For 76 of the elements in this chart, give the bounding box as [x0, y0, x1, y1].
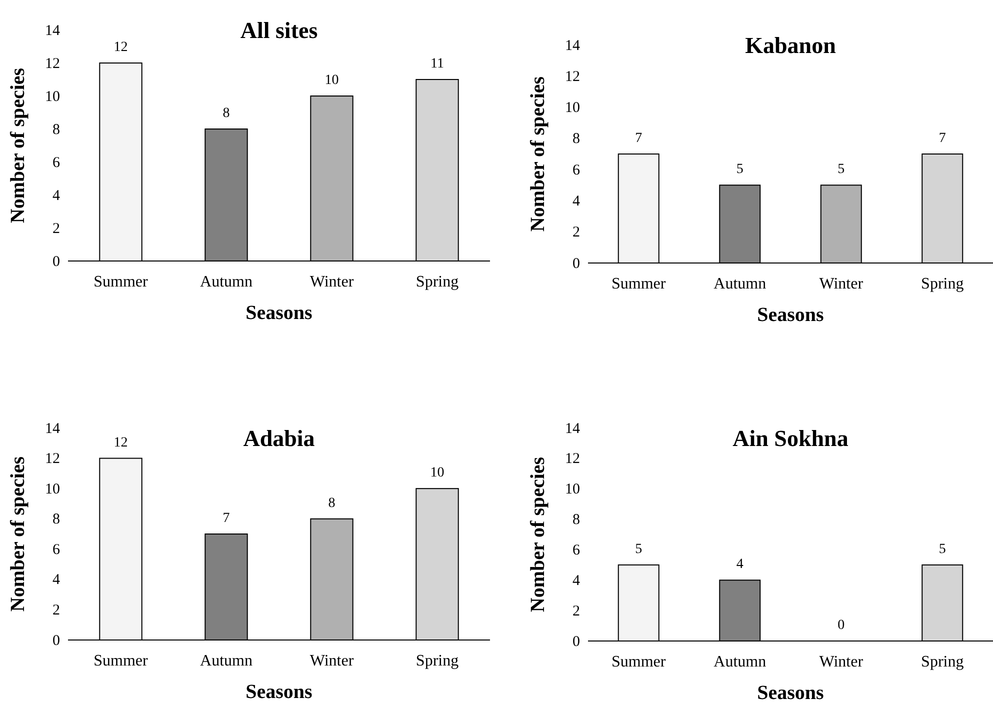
- y-tick-label: 4: [572, 572, 580, 589]
- x-axis-title: Seasons: [757, 304, 824, 326]
- y-tick-label: 10: [565, 482, 580, 498]
- data-label: 7: [222, 511, 230, 526]
- data-label: 5: [635, 542, 642, 557]
- y-tick-label: 8: [52, 512, 60, 528]
- chart-title: Adabia: [243, 426, 316, 451]
- x-tick-label: Autumn: [714, 275, 766, 292]
- x-tick-label: Spring: [921, 275, 964, 292]
- y-tick-label: 2: [52, 602, 60, 619]
- y-tick-label: 12: [45, 56, 60, 72]
- data-label: 7: [938, 131, 946, 146]
- data-label: 5: [736, 162, 744, 178]
- y-tick-label: 0: [52, 632, 60, 649]
- y-tick-label: 14: [45, 420, 60, 437]
- x-tick-label: Autumn: [200, 273, 252, 290]
- y-tick-label: 6: [52, 154, 60, 171]
- y-tick-label: 8: [52, 122, 60, 138]
- x-tick-label: Winter: [310, 273, 354, 290]
- y-tick-label: 10: [45, 88, 60, 105]
- data-label: 4: [736, 557, 744, 572]
- data-label: 10: [430, 466, 444, 481]
- y-tick-label: 6: [572, 162, 580, 178]
- y-tick-label: 8: [572, 512, 580, 528]
- x-tick-label: Autumn: [200, 652, 252, 670]
- x-tick-label: Summer: [612, 275, 666, 292]
- y-axis-title: Nomber of species: [527, 456, 549, 612]
- y-tick-label: 12: [45, 451, 60, 468]
- y-axis-title: Nomber of species: [7, 68, 29, 224]
- y-tick-label: 4: [52, 188, 60, 204]
- data-label: 0: [838, 618, 845, 633]
- y-tick-label: 12: [565, 451, 580, 468]
- y-tick-label: 2: [52, 220, 60, 237]
- data-label: 11: [430, 56, 444, 72]
- x-tick-label: Spring: [416, 273, 459, 290]
- data-label: 8: [328, 496, 336, 511]
- x-tick-label: Spring: [921, 653, 964, 670]
- y-tick-label: 12: [565, 68, 580, 85]
- x-axis-title: Seasons: [246, 681, 313, 703]
- data-label: 7: [635, 131, 642, 146]
- x-axis-title: Seasons: [246, 302, 313, 324]
- y-tick-label: 14: [565, 38, 580, 54]
- data-label: 5: [838, 162, 845, 178]
- data-label: 8: [222, 106, 230, 121]
- y-tick-label: 2: [572, 224, 580, 241]
- y-tick-label: 6: [572, 542, 580, 559]
- chart-title: All sites: [240, 18, 318, 43]
- data-label: 10: [324, 73, 339, 88]
- y-axis-title: Nomber of species: [527, 76, 549, 232]
- y-tick-label: 0: [572, 634, 580, 650]
- chart-title: Ain Sokhna: [732, 426, 849, 451]
- data-label: 12: [114, 435, 128, 450]
- x-tick-label: Winter: [310, 652, 354, 670]
- y-tick-label: 10: [45, 481, 60, 498]
- x-tick-label: Summer: [94, 273, 149, 290]
- y-tick-label: 14: [565, 420, 580, 437]
- data-label: 12: [114, 40, 128, 55]
- y-axis-title: Nomber of species: [7, 456, 29, 612]
- chart-title: Kabanon: [745, 33, 836, 58]
- y-tick-label: 4: [572, 194, 580, 210]
- x-tick-label: Summer: [94, 652, 149, 670]
- y-tick-label: 10: [565, 100, 580, 116]
- y-tick-label: 0: [572, 256, 580, 272]
- y-tick-label: 8: [572, 131, 580, 148]
- data-label: 5: [938, 542, 946, 557]
- x-tick-label: Winter: [819, 653, 864, 670]
- x-tick-label: Summer: [612, 653, 666, 670]
- y-tick-label: 6: [52, 542, 60, 558]
- y-tick-label: 4: [52, 572, 60, 588]
- y-tick-label: 0: [52, 254, 60, 270]
- x-tick-label: Spring: [416, 652, 459, 670]
- y-tick-label: 2: [572, 603, 580, 620]
- x-tick-label: Autumn: [714, 653, 766, 670]
- x-tick-label: Winter: [819, 275, 864, 292]
- y-tick-label: 14: [45, 22, 60, 39]
- x-axis-title: Seasons: [757, 682, 824, 704]
